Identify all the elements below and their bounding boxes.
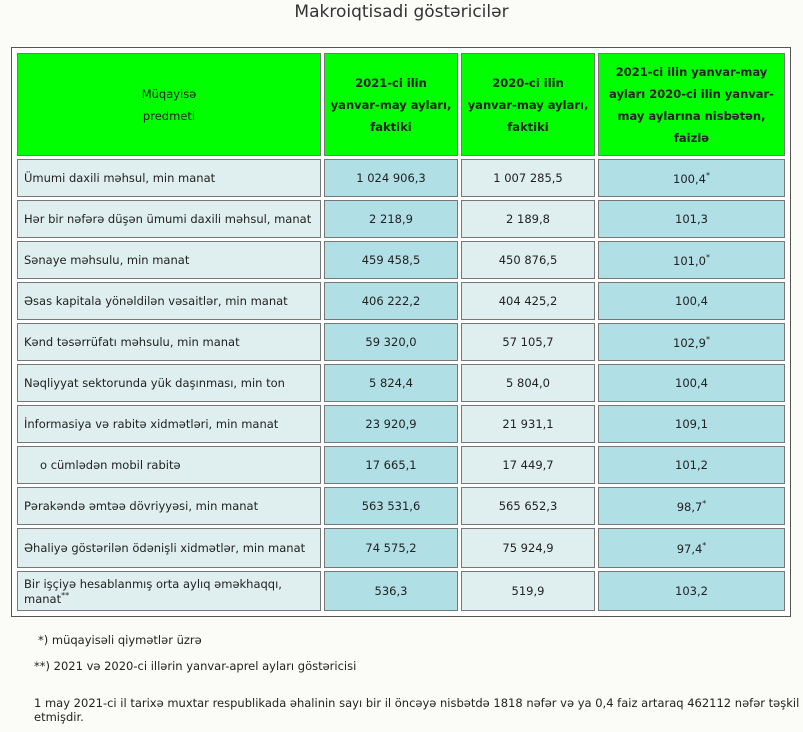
value-percent: 101,2 bbox=[598, 446, 785, 484]
table-row: Əhaliyə göstərilən ödənişli xidmətlər, m… bbox=[17, 528, 785, 568]
footnote-1: *) müqayisəli qiymətlər üzrə bbox=[38, 633, 202, 647]
value-2021: 459 458,5 bbox=[324, 241, 458, 279]
value-percent: 102,9* bbox=[598, 323, 785, 361]
value-percent: 101,0* bbox=[598, 241, 785, 279]
table-row: İnformasiya və rabitə xidmətləri, min ma… bbox=[17, 405, 785, 443]
value-percent: 98,7* bbox=[598, 487, 785, 525]
table-row: Hər bir nəfərə düşən ümumi daxili məhsul… bbox=[17, 200, 785, 238]
row-label: Əhaliyə göstərilən ödənişli xidmətlər, m… bbox=[17, 528, 321, 568]
value-2020: 2 189,8 bbox=[461, 200, 595, 238]
page-title: Makroiqtisadi göstəricilər bbox=[294, 2, 509, 22]
value-percent: 103,2 bbox=[598, 571, 785, 611]
table-row: Əsas kapitala yönəldilən vəsaitlər, min … bbox=[17, 282, 785, 320]
value-2020: 565 652,3 bbox=[461, 487, 595, 525]
value-percent: 100,4* bbox=[598, 159, 785, 197]
table-row: Ümumi daxili məhsul, min manat 1 024 906… bbox=[17, 159, 785, 197]
value-2020: 404 425,2 bbox=[461, 282, 595, 320]
value-2020: 75 924,9 bbox=[461, 528, 595, 568]
row-label: Pərakəndə əmtəə dövriyyəsi, min manat bbox=[17, 487, 321, 525]
value-2020: 5 804,0 bbox=[461, 364, 595, 402]
value-2020: 519,9 bbox=[461, 571, 595, 611]
value-2020: 1 007 285,5 bbox=[461, 159, 595, 197]
indicators-table: Müqayisə predmeti 2021-ci ilin yanvar-ma… bbox=[11, 47, 791, 617]
value-percent: 101,3 bbox=[598, 200, 785, 238]
table-row: Bir işçiyə hesablanmış orta aylıq əməkha… bbox=[17, 571, 785, 611]
header-percent: 2021-ci ilin yanvar-may ayları 2020-ci i… bbox=[598, 53, 785, 156]
table-row: Nəqliyyat sektorunda yük daşınması, min … bbox=[17, 364, 785, 402]
value-2021: 536,3 bbox=[324, 571, 458, 611]
row-label: İnformasiya və rabitə xidmətləri, min ma… bbox=[17, 405, 321, 443]
row-label: Hər bir nəfərə düşən ümumi daxili məhsul… bbox=[17, 200, 321, 238]
row-label: Sənaye məhsulu, min manat bbox=[17, 241, 321, 279]
row-label: Kənd təsərrüfatı məhsulu, min manat bbox=[17, 323, 321, 361]
table-row: Pərakəndə əmtəə dövriyyəsi, min manat 56… bbox=[17, 487, 785, 525]
table-row: Sənaye məhsulu, min manat 459 458,5 450 … bbox=[17, 241, 785, 279]
footnote-2: **) 2021 və 2020-ci illərin yanvar-aprel… bbox=[34, 659, 357, 673]
value-2021: 406 222,2 bbox=[324, 282, 458, 320]
row-label: Nəqliyyat sektorunda yük daşınması, min … bbox=[17, 364, 321, 402]
row-label: o cümlədən mobil rabitə bbox=[17, 446, 321, 484]
value-percent: 100,4 bbox=[598, 282, 785, 320]
value-2021: 563 531,6 bbox=[324, 487, 458, 525]
value-percent: 109,1 bbox=[598, 405, 785, 443]
value-2021: 1 024 906,3 bbox=[324, 159, 458, 197]
value-2021: 23 920,9 bbox=[324, 405, 458, 443]
population-summary: 1 may 2021-ci il tarixə muxtar respublik… bbox=[34, 696, 800, 724]
value-2020: 17 449,7 bbox=[461, 446, 595, 484]
value-2021: 5 824,4 bbox=[324, 364, 458, 402]
value-percent: 100,4 bbox=[598, 364, 785, 402]
row-label: Bir işçiyə hesablanmış orta aylıq əməkha… bbox=[17, 571, 321, 611]
header-2021: 2021-ci ilin yanvar-may ayları, faktiki bbox=[324, 53, 458, 156]
table-row: Kənd təsərrüfatı məhsulu, min manat 59 3… bbox=[17, 323, 785, 361]
table-row: o cümlədən mobil rabitə 17 665,1 17 449,… bbox=[17, 446, 785, 484]
header-2020: 2020-ci ilin yanvar-may ayları, faktiki bbox=[461, 53, 595, 156]
value-2020: 57 105,7 bbox=[461, 323, 595, 361]
value-2020: 21 931,1 bbox=[461, 405, 595, 443]
value-2021: 2 218,9 bbox=[324, 200, 458, 238]
value-percent: 97,4* bbox=[598, 528, 785, 568]
row-label: Əsas kapitala yönəldilən vəsaitlər, min … bbox=[17, 282, 321, 320]
value-2020: 450 876,5 bbox=[461, 241, 595, 279]
value-2021: 59 320,0 bbox=[324, 323, 458, 361]
value-2021: 17 665,1 bbox=[324, 446, 458, 484]
header-subject: Müqayisə predmeti bbox=[17, 53, 321, 156]
value-2021: 74 575,2 bbox=[324, 528, 458, 568]
row-label: Ümumi daxili məhsul, min manat bbox=[17, 159, 321, 197]
